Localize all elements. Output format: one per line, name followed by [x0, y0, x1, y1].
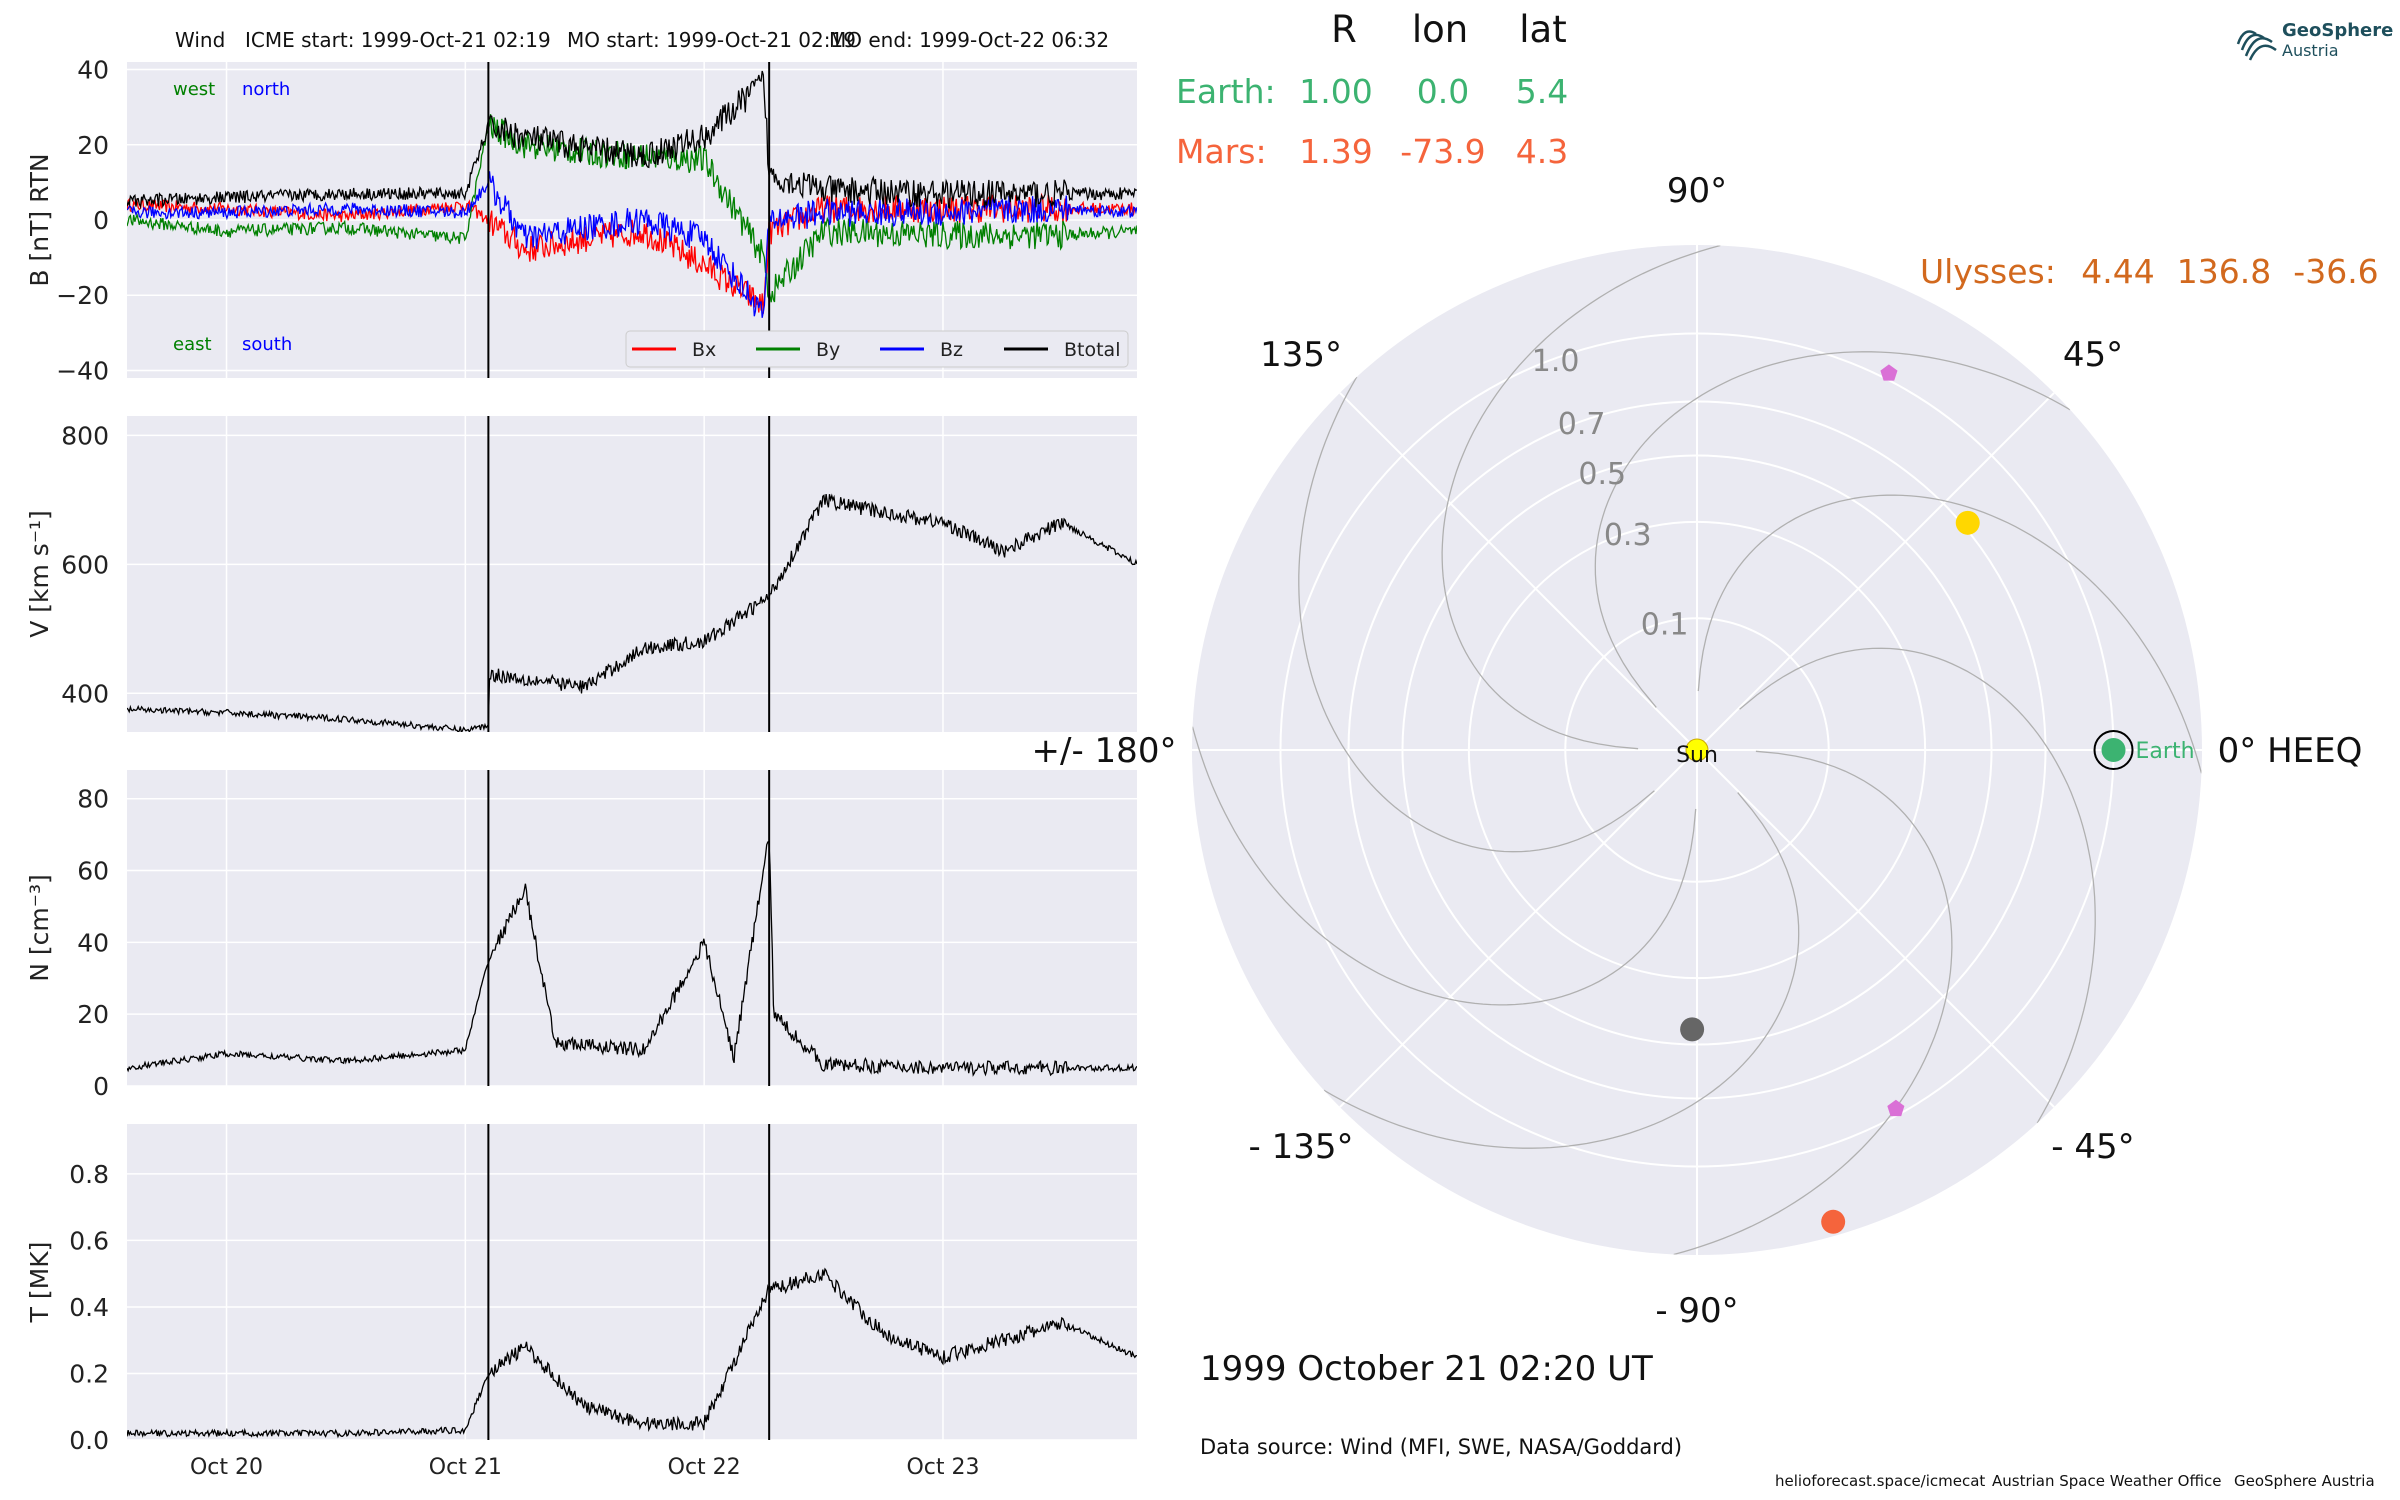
- angle-label: 45°: [2063, 335, 2123, 375]
- angle-label: - 135°: [1249, 1127, 1354, 1167]
- xtick-label: Oct 21: [429, 1455, 502, 1480]
- series-line-bx: [127, 192, 1137, 314]
- geosphere-logo: GeoSphere Austria: [2236, 20, 2393, 61]
- xtick-label: Oct 20: [190, 1455, 263, 1480]
- footer-credit-1: helioforecast.space/icmecat: [1775, 1472, 1985, 1490]
- icme-start-label: ICME start: 1999-Oct-21 02:19: [245, 28, 551, 52]
- mo-start-label: MO start: 1999-Oct-21 02:19: [567, 28, 856, 52]
- radial-label: 0.5: [1578, 457, 1626, 492]
- polar-orbit-plot: 0.1 0.3 0.5 0.7 1.0 90° 45° 0° HEEQ - 45° - 90° - …: [1032, 171, 2363, 1331]
- earth-label: Earth: [2136, 739, 2195, 764]
- ytick-label: 800: [61, 421, 109, 450]
- annotation-north: north: [242, 79, 290, 100]
- row-lon-0: 0.0: [1417, 72, 1469, 111]
- ytick-label: 40: [77, 56, 109, 85]
- body-mars: [1821, 1209, 1846, 1234]
- ytick-label: 20: [77, 131, 109, 160]
- data-source: Data source: Wind (MFI, SWE, NASA/Goddar…: [1200, 1435, 1682, 1459]
- footer-credit-2: Austrian Space Weather Office: [1992, 1472, 2221, 1490]
- density-panel: 0 20 40 60 80 N [cm⁻³]: [25, 770, 1137, 1101]
- ytick-label: 40: [77, 928, 109, 957]
- table-header-lat: lat: [1519, 8, 1566, 51]
- angle-label: 90°: [1667, 171, 1727, 211]
- ytick-label: −40: [56, 356, 109, 385]
- magnetic-field-panel: −40 −20 0 20 40 B [nT] RTN west north east south B…: [25, 56, 1137, 385]
- radial-label: 0.7: [1558, 407, 1606, 442]
- legend-label-bz: Bz: [940, 339, 963, 361]
- footer-credit-3: GeoSphere Austria: [2234, 1472, 2375, 1490]
- sun-label: Sun: [1676, 743, 1718, 768]
- ytick-label: 400: [61, 679, 109, 708]
- logo-text-line2: Austria: [2282, 41, 2339, 60]
- xtick-label: Oct 23: [906, 1455, 979, 1480]
- body-venus: [1955, 510, 1980, 535]
- row-r-0: 1.00: [1299, 72, 1372, 111]
- logo-swirl-icon: [2236, 30, 2277, 61]
- legend: Bx By Bz Btotal: [625, 330, 1129, 368]
- row-name-1: Mars:: [1176, 132, 1267, 171]
- row-lat-1: 4.3: [1516, 132, 1568, 171]
- ulysses-name: Ulysses:: [1920, 252, 2056, 291]
- xtick-label: Oct 22: [668, 1455, 741, 1480]
- ytick-label: −20: [56, 281, 109, 310]
- row-lon-1: -73.9: [1400, 132, 1485, 171]
- body-earth: [2101, 738, 2126, 762]
- speed-panel: 400 600 800 V [km s⁻¹]: [25, 416, 1137, 732]
- angle-label: 0° HEEQ: [2218, 731, 2363, 771]
- logo-text-line1: GeoSphere: [2282, 20, 2393, 41]
- temperature-panel: 0.0 0.2 0.4 0.6 0.8 T [MK]: [25, 1124, 1137, 1455]
- mo-end-label: MO end: 1999-Oct-22 06:32: [829, 28, 1109, 52]
- body-mercury: [1680, 1017, 1705, 1042]
- angle-label: - 45°: [2051, 1127, 2134, 1167]
- legend-label-by: By: [816, 339, 840, 361]
- ytick-label: 0: [93, 206, 109, 235]
- row-r-1: 1.39: [1299, 132, 1372, 171]
- series-line-v: [127, 493, 1137, 732]
- y-axis-label: T [MK]: [25, 1242, 54, 1324]
- time-axis: Oct 20 Oct 21 Oct 22 Oct 23: [190, 1455, 979, 1480]
- ytick-label: 0: [93, 1072, 109, 1101]
- angle-label: 135°: [1260, 335, 1342, 375]
- ytick-label: 80: [77, 785, 109, 814]
- ytick-label: 0.4: [69, 1293, 109, 1322]
- body-spacecraft-2: [1887, 1099, 1905, 1117]
- ulysses-r: 4.44: [2081, 252, 2154, 291]
- radial-label: 0.1: [1641, 607, 1689, 642]
- ytick-label: 600: [61, 550, 109, 579]
- row-name-0: Earth:: [1176, 72, 1276, 111]
- y-axis-label: N [cm⁻³]: [25, 874, 54, 981]
- ytick-label: 0.6: [69, 1226, 109, 1255]
- angle-label: - 90°: [1655, 1291, 1738, 1331]
- row-lat-0: 5.4: [1516, 72, 1568, 111]
- ulysses-lon: 136.8: [2177, 252, 2271, 291]
- ytick-label: 20: [77, 1000, 109, 1029]
- legend-label-bx: Bx: [692, 339, 716, 361]
- body-sun: [1685, 738, 1709, 762]
- ytick-label: 0.8: [69, 1160, 109, 1189]
- annotation-west: west: [173, 79, 215, 100]
- ytick-label: 0.2: [69, 1359, 109, 1388]
- series-line-btotal: [127, 70, 1137, 210]
- timestamp: 1999 October 21 02:20 UT: [1200, 1349, 1653, 1389]
- angle-label: +/- 180°: [1032, 731, 1177, 771]
- series-line-bz: [127, 171, 1137, 318]
- y-axis-label: V [km s⁻¹]: [25, 510, 54, 638]
- ulysses-lat: -36.6: [2293, 252, 2378, 291]
- series-line-t: [127, 1267, 1137, 1439]
- ytick-label: 60: [77, 857, 109, 886]
- annotation-south: south: [242, 334, 292, 355]
- table-header-r: R: [1331, 8, 1357, 51]
- y-axis-label: B [nT] RTN: [25, 153, 54, 286]
- table-header-lon: lon: [1412, 8, 1468, 51]
- annotation-east: east: [173, 334, 212, 355]
- spacecraft-name: Wind: [175, 28, 225, 52]
- ytick-label: 0.0: [69, 1426, 109, 1455]
- body-spacecraft-1: [1880, 364, 1898, 381]
- radial-label: 0.3: [1604, 518, 1652, 553]
- radial-label: 1.0: [1532, 344, 1580, 379]
- series-line-n: [127, 840, 1137, 1077]
- legend-label-btotal: Btotal: [1064, 339, 1120, 361]
